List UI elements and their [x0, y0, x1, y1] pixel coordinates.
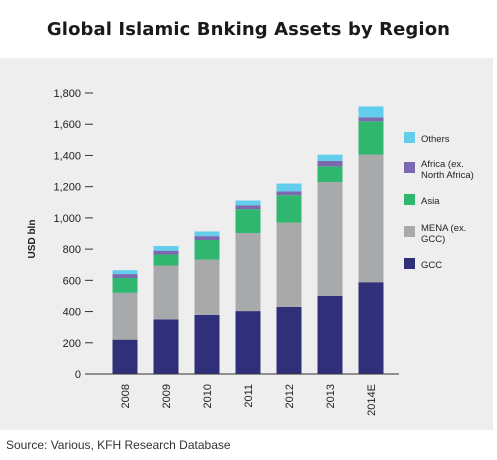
bar-2013-mena-ex-gcc [317, 181, 343, 296]
legend-swatch-gcc [404, 258, 415, 269]
bar-2009-africa-ex-north-africa [153, 250, 179, 255]
y-tick-label: 200 [63, 338, 81, 350]
x-tick-label: 2012 [284, 384, 296, 408]
bar-2008-others [112, 270, 138, 275]
y-tick-label: 1,200 [53, 182, 81, 194]
y-axis-label: USD bln [27, 220, 38, 259]
x-tick-label: 2014E [366, 384, 378, 416]
legend-label-mena-ex-gcc: MENA (ex. [421, 223, 466, 234]
bar-2014e-others [358, 106, 384, 118]
legend-swatch-africa-ex-north-africa [404, 162, 415, 173]
y-tick-label: 600 [63, 275, 81, 287]
bar-2009-others [153, 245, 179, 251]
x-tick-label: 2010 [202, 384, 214, 408]
bar-2008-asia [112, 277, 138, 293]
legend-swatch-others [404, 132, 415, 143]
legend-label-gcc: GCC [421, 260, 442, 271]
bar-2013-others [317, 154, 343, 161]
bar-2009-mena-ex-gcc [153, 265, 179, 320]
legend-swatch-asia [404, 194, 415, 205]
bar-2012-asia [276, 195, 302, 223]
y-tick-label: 800 [63, 244, 81, 256]
y-tick-label: 0 [75, 369, 81, 381]
legend-label-africa-ex-north-africa: North Africa) [421, 170, 474, 181]
bar-2011-others [235, 200, 261, 206]
bar-2012-africa-ex-north-africa [276, 191, 302, 196]
bar-2012-mena-ex-gcc [276, 222, 302, 307]
bar-2014e-asia [358, 121, 384, 155]
bar-2008-africa-ex-north-africa [112, 274, 138, 278]
bar-2013-asia [317, 166, 343, 182]
title-banner: Global Islamic Bnking Assets by Region [0, 0, 497, 58]
bar-2011-gcc [235, 311, 261, 374]
y-tick-label: 1,600 [53, 119, 81, 131]
bar-2014e-gcc [358, 282, 384, 374]
source-note: Source: Various, KFH Research Database [6, 438, 231, 452]
bar-2011-africa-ex-north-africa [235, 205, 261, 210]
chart-title: Global Islamic Bnking Assets by Region [46, 18, 451, 40]
legend-label-mena-ex-gcc: GCC) [421, 234, 445, 245]
bar-2009-gcc [153, 319, 179, 374]
x-tick-label: 2009 [161, 384, 173, 408]
y-tick-label: 1,800 [53, 88, 81, 100]
bar-2010-others [194, 231, 220, 237]
x-tick-label: 2013 [325, 384, 337, 408]
bar-2008-mena-ex-gcc [112, 292, 138, 340]
legend-swatch-mena-ex-gcc [404, 226, 415, 237]
stacked-bar-chart: 0 200 400 600 800 1,000 1,200 1,400 1,600 1,800 US… [27, 88, 474, 416]
x-tick-label: 2008 [120, 384, 132, 408]
chart-panel: 0 200 400 600 800 1,000 1,200 1,400 1,600 1,800 US… [0, 58, 493, 430]
x-tick-label: 2011 [243, 384, 255, 408]
y-tick-label: 1,000 [53, 213, 81, 225]
legend-label-asia: Asia [421, 196, 440, 207]
bar-2008-gcc [112, 339, 138, 374]
bar-2013-gcc [317, 295, 343, 374]
bar-2014e-africa-ex-north-africa [358, 117, 384, 122]
bar-2013-africa-ex-north-africa [317, 160, 343, 167]
y-tick-label: 400 [63, 307, 81, 319]
bar-2009-asia [153, 254, 179, 266]
bar-2010-mena-ex-gcc [194, 259, 220, 315]
bar-2010-africa-ex-north-africa [194, 236, 220, 241]
legend-label-africa-ex-north-africa: Africa (ex. [421, 159, 464, 170]
y-tick-label: 1,400 [53, 150, 81, 162]
bar-2010-asia [194, 240, 220, 260]
bar-2012-others [276, 183, 302, 192]
bar-2012-gcc [276, 306, 302, 374]
bar-2011-mena-ex-gcc [235, 233, 261, 312]
bar-2011-asia [235, 209, 261, 234]
legend-label-others: Others [421, 134, 450, 145]
bar-2010-gcc [194, 314, 220, 374]
bar-2014e-mena-ex-gcc [358, 154, 384, 283]
